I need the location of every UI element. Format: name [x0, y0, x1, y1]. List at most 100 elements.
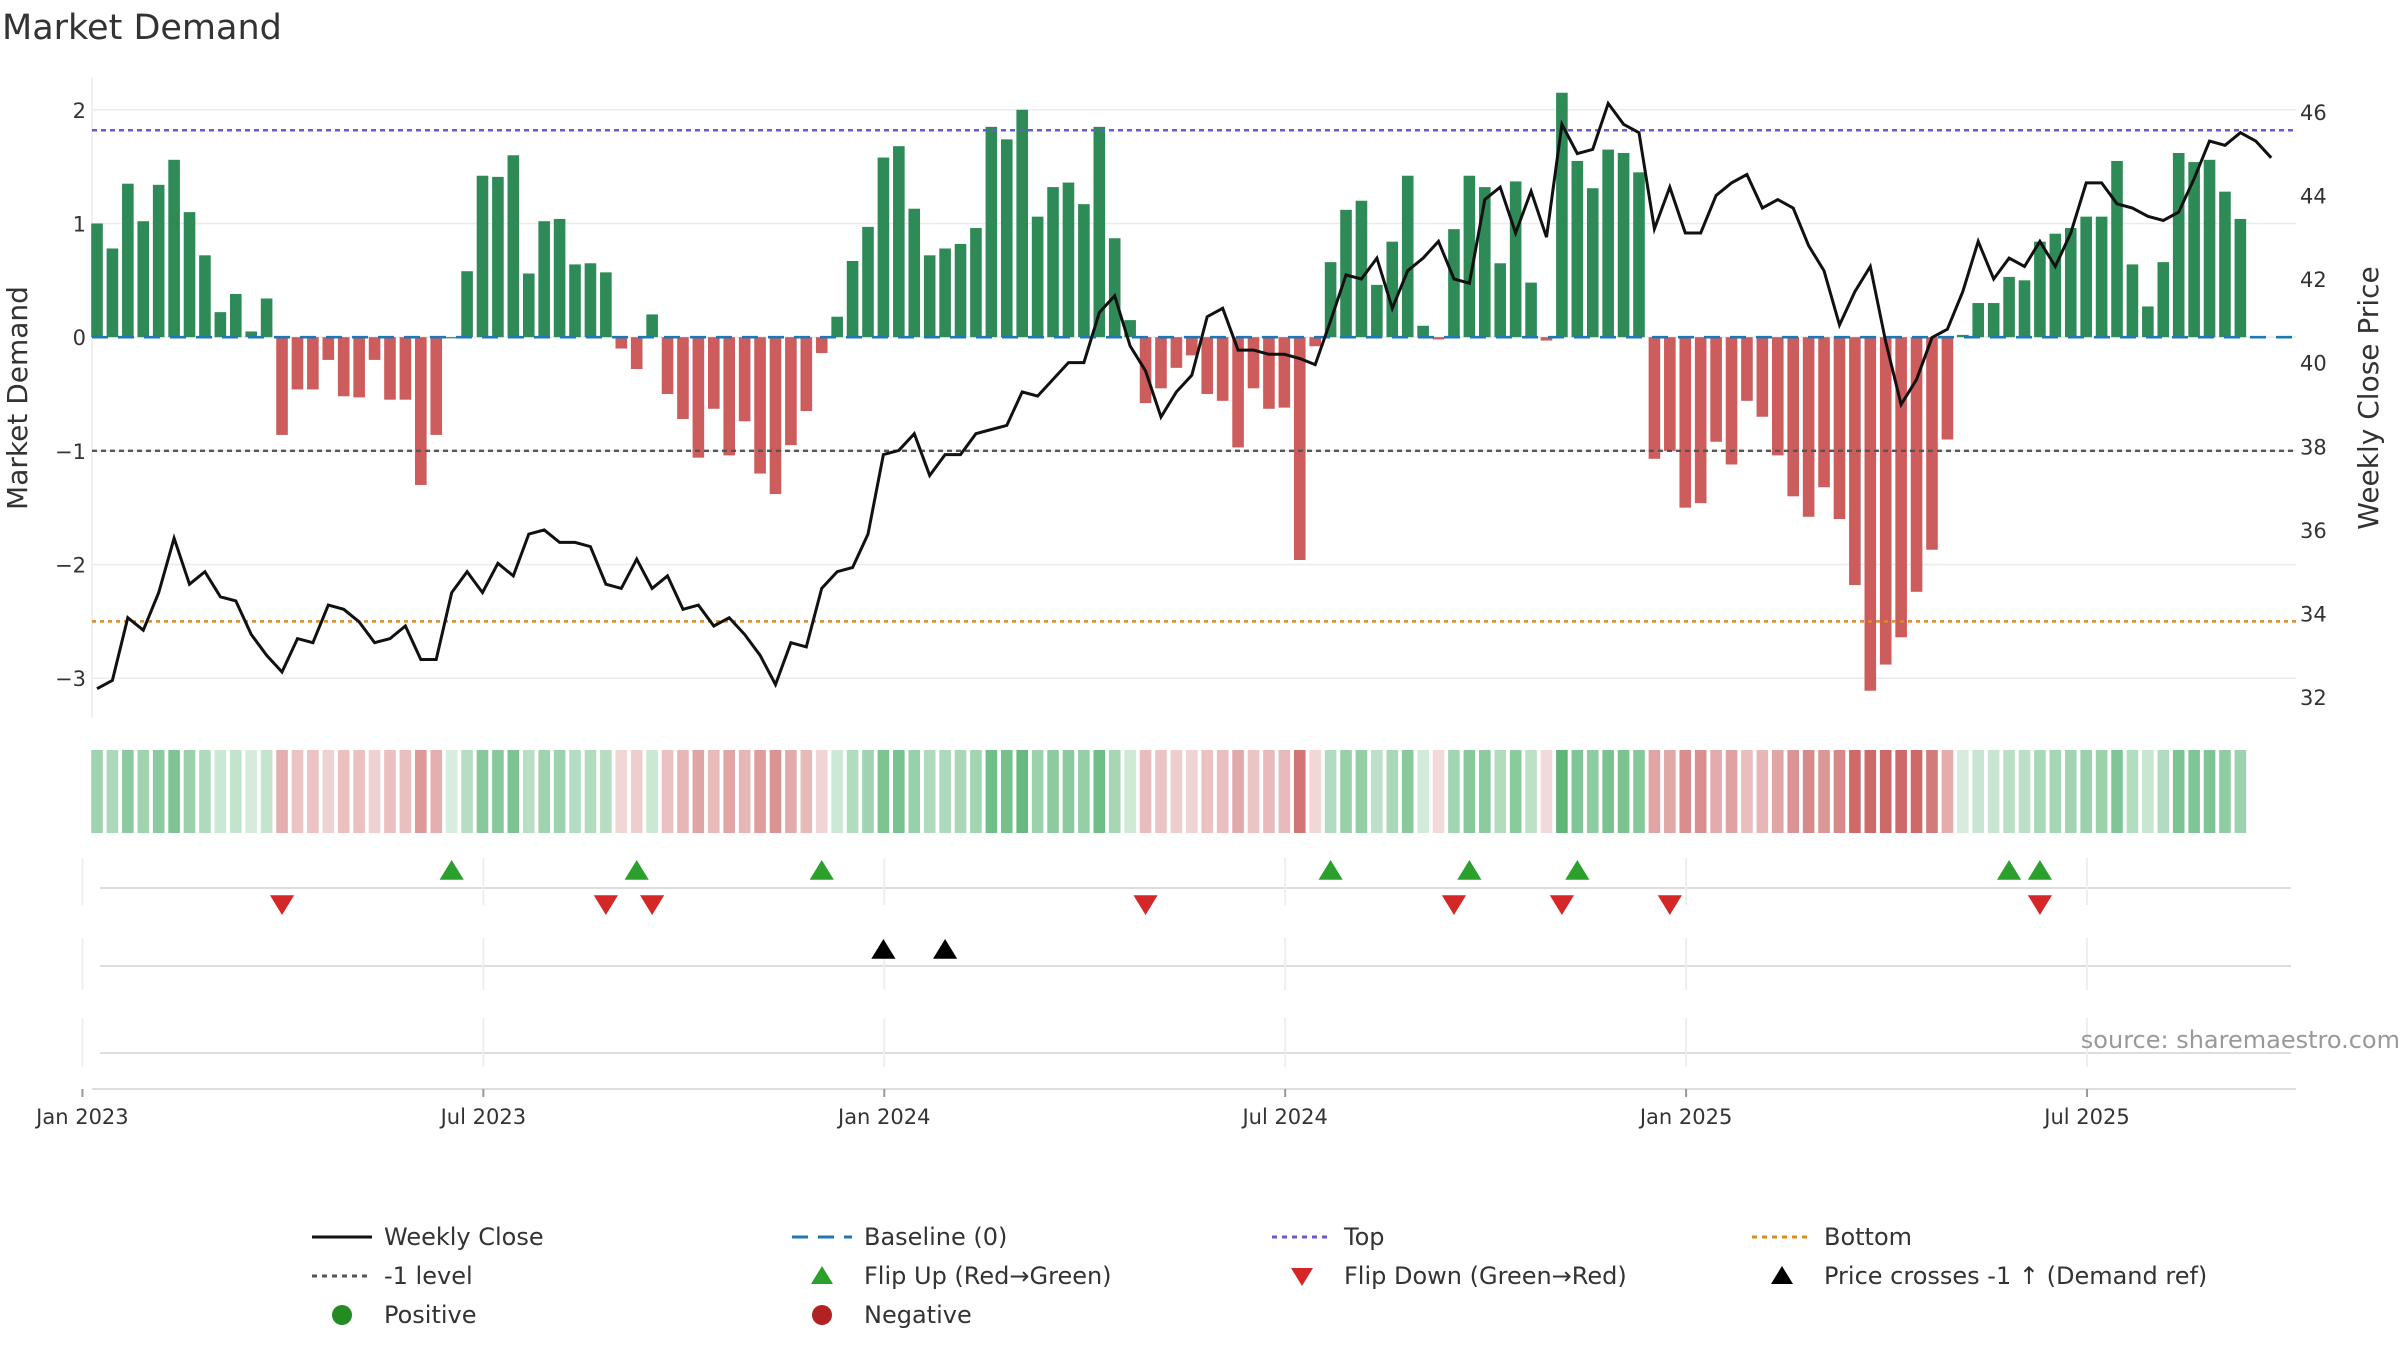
- heat-cell: [1664, 750, 1676, 833]
- demand-bar: [2157, 262, 2170, 338]
- heat-cell: [661, 750, 674, 833]
- demand-bar: [769, 337, 782, 495]
- demand-bar: [106, 248, 119, 338]
- heat-cell: [723, 750, 736, 833]
- heat-cell: [1093, 750, 1106, 833]
- demand-bar: [1417, 325, 1429, 338]
- heat-cell: [1201, 750, 1214, 833]
- heat-cell: [291, 750, 304, 833]
- legend-swatch: [811, 1266, 833, 1284]
- demand-bar: [322, 337, 335, 360]
- demand-bar: [1016, 109, 1028, 338]
- heat-cell: [2080, 750, 2092, 833]
- x-tick-label: Jul 2023: [439, 1105, 526, 1129]
- demand-bar: [1155, 337, 1167, 389]
- demand-bar: [2126, 264, 2139, 338]
- legend-label: Weekly Close: [384, 1223, 544, 1251]
- heat-cell: [877, 750, 890, 833]
- demand-bar: [708, 337, 720, 409]
- flip-up-marker: [1457, 860, 1482, 880]
- heat-cell: [1710, 750, 1722, 833]
- heat-cell: [1617, 750, 1630, 833]
- heat-cell: [1324, 750, 1337, 833]
- demand-bar: [214, 312, 227, 338]
- heat-cell: [368, 750, 381, 833]
- legend: Weekly Close Baseline (0) Top Bottom -1 leve…: [312, 1223, 2207, 1329]
- demand-bar: [677, 337, 689, 420]
- heat-cell: [229, 750, 242, 833]
- demand-bar: [1664, 337, 1676, 451]
- legend-swatch: [812, 1305, 832, 1325]
- heat-cell: [1232, 750, 1244, 833]
- heat-cell: [1309, 750, 1321, 833]
- heat-cell: [553, 750, 566, 833]
- heat-cell: [137, 750, 150, 833]
- flip-up-marker: [2027, 860, 2053, 880]
- demand-bar: [553, 218, 566, 338]
- demand-bar: [1031, 216, 1044, 338]
- right-tick-label: 46: [2300, 101, 2327, 125]
- demand-bar: [168, 159, 180, 338]
- demand-bar: [1509, 181, 1522, 338]
- heat-cell: [630, 750, 643, 833]
- demand-bar: [1062, 182, 1075, 338]
- demand-bar: [831, 316, 843, 338]
- heat-cell: [923, 750, 936, 833]
- heat-cell: [1787, 750, 1799, 833]
- heat-cell: [646, 750, 658, 833]
- heat-cell: [122, 750, 134, 833]
- demand-bar: [1849, 337, 1861, 585]
- demand-bar: [1710, 337, 1722, 442]
- heat-cell: [2034, 750, 2046, 833]
- demand-bar: [1879, 337, 1892, 665]
- heat-cell: [800, 750, 813, 833]
- heat-cell: [692, 750, 705, 833]
- legend-label: -1 level: [384, 1262, 473, 1290]
- demand-bar: [1401, 175, 1414, 338]
- demand-bar: [538, 221, 550, 338]
- demand-bar: [1957, 334, 1969, 338]
- demand-bar: [877, 157, 890, 338]
- heat-cell: [1355, 750, 1368, 833]
- demand-bar: [908, 208, 921, 338]
- right-axis-ticks: 46 44 42 40 38 36 34 32: [2300, 101, 2327, 710]
- demand-bar: [1540, 337, 1553, 341]
- demand-bar: [461, 271, 473, 338]
- demand-bar: [723, 337, 736, 456]
- heat-cell: [1602, 750, 1614, 833]
- heat-cell: [1926, 750, 1938, 833]
- marker-panels: [81, 858, 2296, 1090]
- heat-cell: [1494, 750, 1507, 833]
- demand-bar: [1972, 303, 1985, 338]
- legend-label: Price crosses -1 ↑ (Demand ref): [1824, 1262, 2207, 1290]
- heat-cell: [1139, 750, 1152, 833]
- demand-bar: [754, 337, 766, 474]
- left-axis-ticks: 2 1 0 −1 −2 −3: [55, 99, 86, 691]
- left-axis-label: Market Demand: [1, 286, 34, 510]
- demand-bar: [1756, 337, 1769, 417]
- x-tick-label: Jul 2024: [1240, 1105, 1327, 1129]
- x-tick-label: Jan 2023: [34, 1105, 129, 1129]
- heat-cell: [476, 750, 489, 833]
- heat-cell: [430, 750, 443, 833]
- heat-cell: [1016, 750, 1028, 833]
- demand-bar: [384, 337, 396, 400]
- left-tick-label: −1: [55, 440, 86, 464]
- left-tick-label: 2: [73, 99, 86, 123]
- demand-bar: [91, 223, 103, 338]
- flip-up-marker: [809, 860, 834, 880]
- heat-cell: [1417, 750, 1429, 833]
- right-tick-label: 34: [2300, 602, 2327, 626]
- heat-cell: [1586, 750, 1599, 833]
- demand-bar: [954, 243, 967, 338]
- heat-cell: [1155, 750, 1167, 833]
- heat-cell: [1293, 750, 1306, 833]
- heat-cell: [862, 750, 874, 833]
- flip-down-marker: [1441, 895, 1467, 915]
- left-tick-label: −2: [55, 554, 86, 578]
- heat-cell: [507, 750, 520, 833]
- demand-bar: [1309, 337, 1321, 347]
- heat-cell: [831, 750, 843, 833]
- demand-bar: [1818, 337, 1830, 488]
